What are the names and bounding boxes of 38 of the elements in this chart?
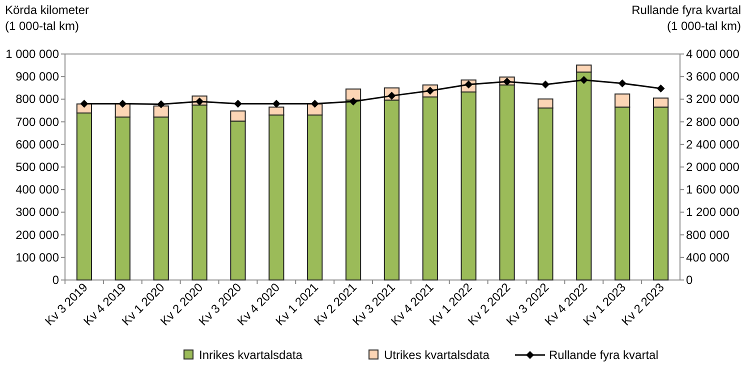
point — [272, 100, 280, 108]
point — [618, 79, 626, 88]
y2-tick-label: 2 400 000 — [686, 137, 740, 152]
y-axis-title: Körda kilometer (1 000-tal km) — [5, 3, 90, 33]
y-tick-label: 0 — [52, 273, 60, 287]
point — [157, 100, 166, 108]
y-tick-label: 900 000 — [16, 70, 60, 84]
point — [541, 80, 550, 89]
legend-label: Rullande fyra kvartal — [549, 348, 658, 362]
y2-tick-label: 2 800 000 — [686, 114, 740, 129]
point — [118, 100, 127, 108]
point — [580, 76, 588, 84]
y2-tick-label: 1 200 000 — [686, 205, 740, 220]
y-tick-label: 200 000 — [16, 228, 60, 242]
y2-axis-title: Rullande fyra kvartal (1 000-tal km) — [632, 3, 741, 33]
y2-tick-label: 3 200 000 — [686, 92, 740, 106]
legend-label: Inrikes kvartalsdata — [199, 348, 303, 362]
y-tick-label: 500 000 — [16, 160, 60, 174]
y-tick-label: 300 000 — [16, 205, 60, 220]
y-tick-label: 600 000 — [16, 137, 60, 152]
y-tick-label: 800 000 — [16, 92, 60, 106]
y-tick-label: 700 000 — [16, 114, 60, 129]
y2-tick-label: 800 000 — [686, 228, 730, 242]
y-tick-label: 1 000 000 — [6, 47, 60, 61]
point — [349, 97, 358, 106]
y-tick-label: 100 000 — [16, 250, 60, 264]
y2-tick-label: 4 000 000 — [686, 47, 740, 61]
y2-tick-label: 400 000 — [686, 250, 730, 264]
legend-label: Utrikes kvartalsdata — [384, 348, 490, 362]
y2-tick-label: 1 600 000 — [686, 182, 740, 197]
y-tick-label: 400 000 — [16, 182, 60, 197]
point — [80, 100, 88, 108]
point — [656, 84, 665, 92]
y2-tick-label: 0 — [686, 273, 693, 287]
y2-tick-label: 2 000 000 — [686, 160, 740, 174]
point — [310, 100, 319, 108]
point — [234, 100, 242, 108]
y2-tick-label: 3 600 000 — [686, 70, 740, 84]
